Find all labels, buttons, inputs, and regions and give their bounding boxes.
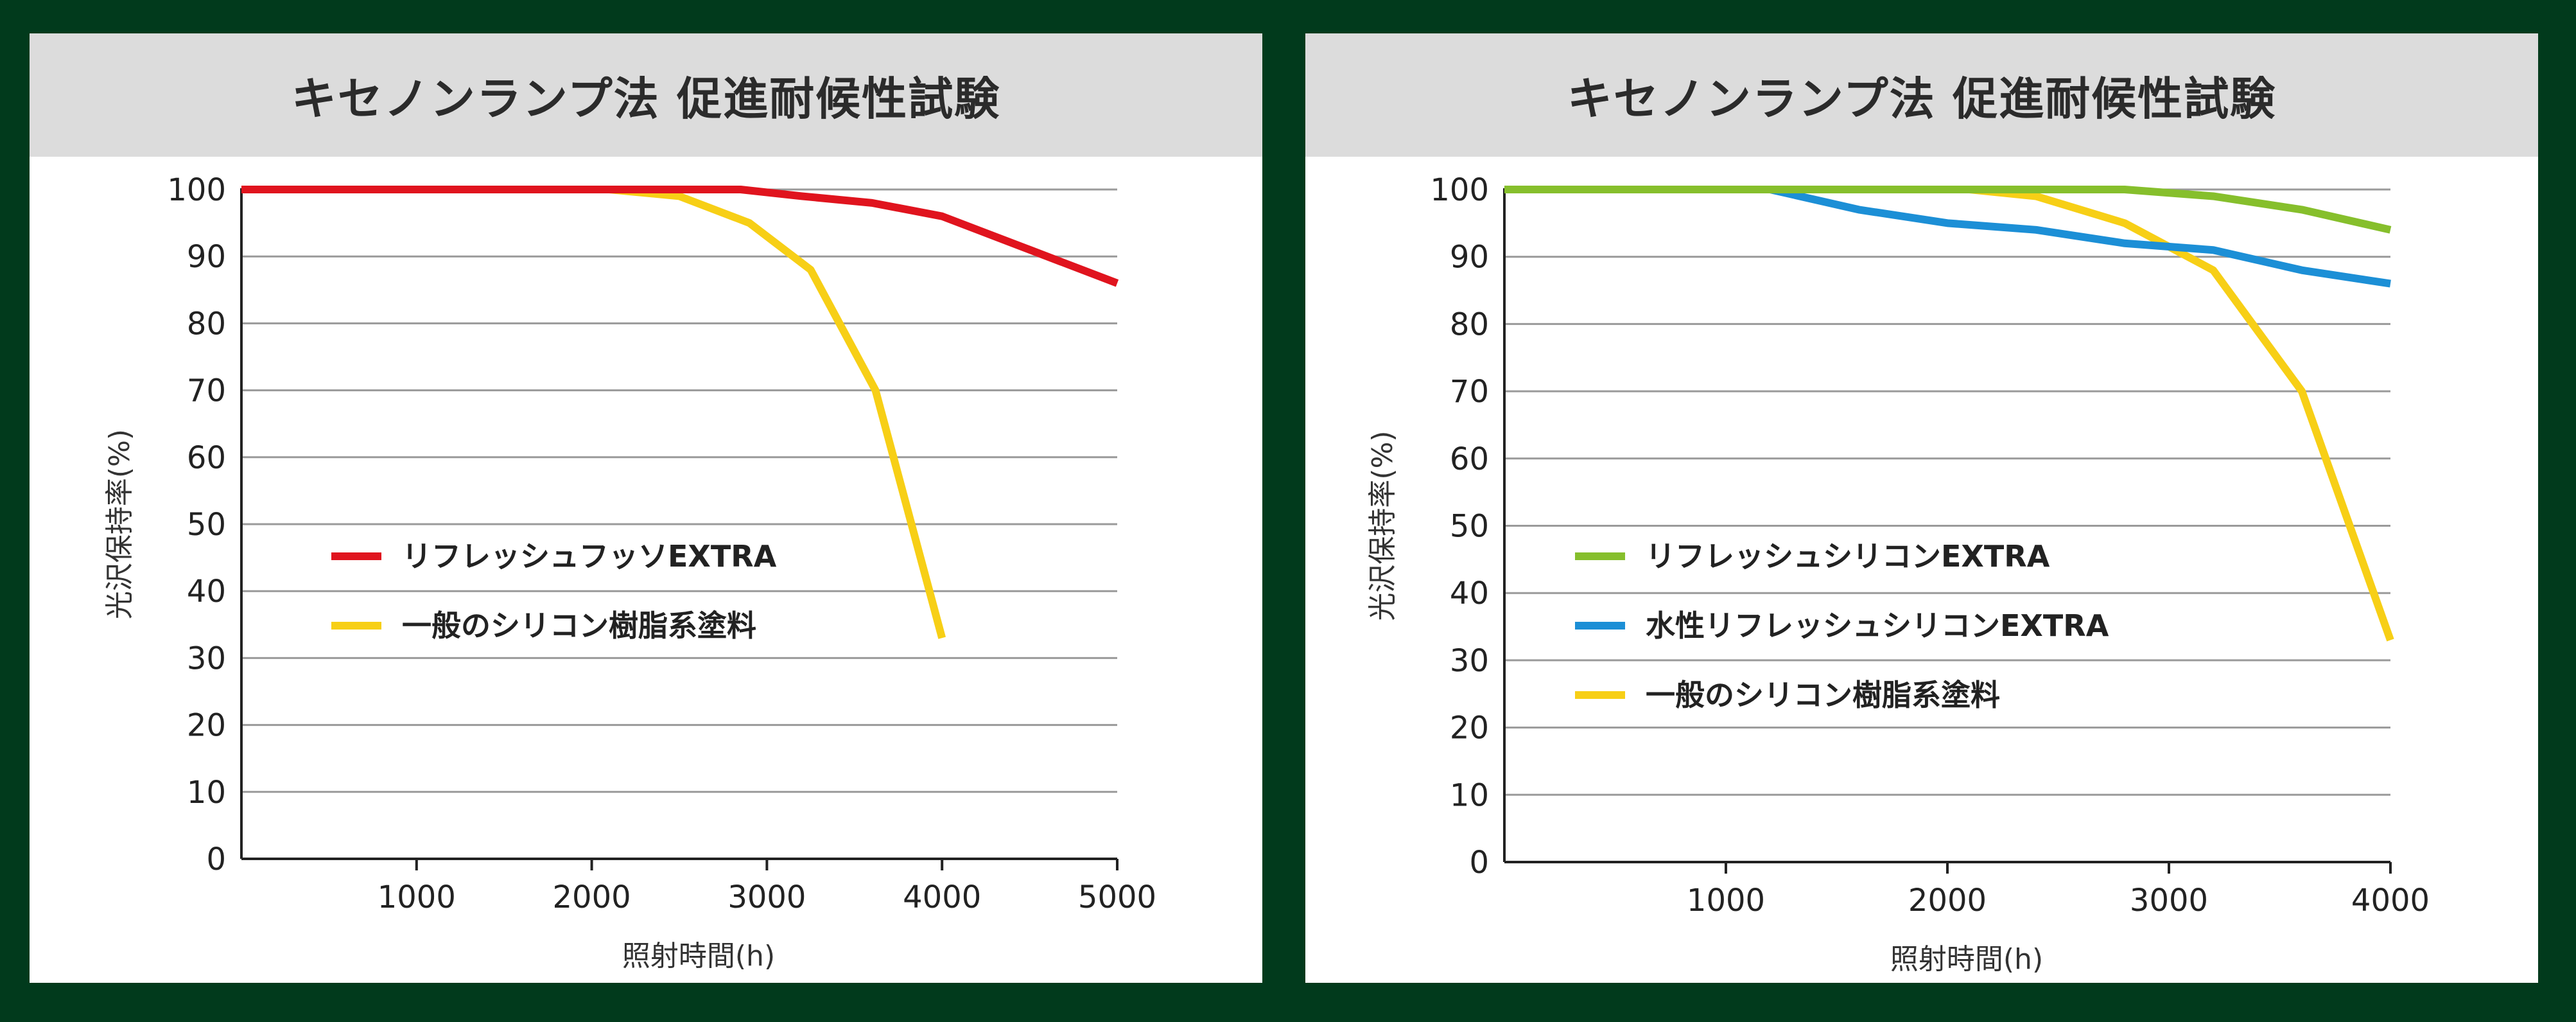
x-tick-label: 1000 — [1687, 883, 1765, 919]
x-tick-label: 2000 — [553, 879, 631, 915]
chart-panel-right: キセノンランプ法 促進耐候性試験 0 10 20 30 40 50 60 70 80 90 100 1… — [1305, 33, 2538, 983]
x-tick-label: 4000 — [2351, 883, 2430, 919]
line-chart-right: 0 10 20 30 40 50 60 70 80 90 100 1000 2000 3000 4000 照射… — [1366, 172, 2430, 976]
legend-label: リフレッシュシリコンEXTRA — [1646, 539, 2050, 574]
y-tick-label: 70 — [1450, 374, 1489, 410]
y-axis-label: 光沢保持率(%) — [1366, 430, 1399, 621]
y-tick-label: 100 — [1430, 172, 1489, 208]
y-tick-label: 60 — [1450, 441, 1489, 477]
y-tick-label: 0 — [206, 841, 226, 877]
y-tick-label: 60 — [187, 440, 226, 476]
x-tick-label: 3000 — [727, 879, 806, 915]
y-tick-label: 20 — [187, 708, 226, 744]
x-tick-label: 4000 — [903, 879, 981, 915]
x-tick-label: 3000 — [2130, 883, 2208, 919]
y-tick-label: 90 — [1450, 240, 1489, 276]
y-tick-label: 70 — [187, 373, 226, 409]
y-tick-label: 80 — [1450, 306, 1489, 342]
y-tick-label: 0 — [1469, 845, 1489, 881]
y-tick-label: 30 — [187, 640, 226, 676]
x-axis-label: 照射時間(h) — [622, 940, 775, 973]
y-tick-label: 80 — [187, 306, 226, 342]
chart-title: キセノンランプ法 促進耐候性試験 — [1305, 33, 2538, 157]
x-axis-label: 照射時間(h) — [1890, 943, 2043, 976]
chart-title: キセノンランプ法 促進耐候性試験 — [30, 33, 1262, 157]
series-line — [1504, 186, 2391, 288]
series-line — [241, 186, 1119, 287]
y-tick-label: 10 — [1450, 777, 1489, 813]
y-tick-label: 20 — [1450, 710, 1489, 746]
legend-label: 水性リフレッシュシリコンEXTRA — [1646, 608, 2109, 643]
y-tick-label: 90 — [187, 239, 226, 275]
y-tick-label: 40 — [1450, 576, 1489, 612]
y-tick-label: 40 — [187, 574, 226, 610]
legend-label: リフレッシュフッソEXTRA — [402, 539, 777, 574]
legend-label: 一般のシリコン樹脂系塗料 — [402, 608, 756, 643]
x-tick-label: 1000 — [378, 879, 456, 915]
y-tick-label: 10 — [187, 775, 226, 811]
x-tick-label: 5000 — [1078, 879, 1156, 915]
y-tick-label: 50 — [187, 507, 226, 543]
legend-label: 一般のシリコン樹脂系塗料 — [1646, 678, 2000, 712]
y-tick-label: 100 — [167, 172, 226, 208]
series-line — [1504, 186, 2392, 234]
y-tick-label: 30 — [1450, 643, 1489, 679]
line-chart-left: 0 10 20 30 40 50 60 70 80 90 100 1000 2000 3000 4000 50… — [103, 172, 1156, 973]
chart-panel-left: キセノンランプ法 促進耐候性試験 0 10 20 30 40 50 60 70 80 90 100 1… — [30, 33, 1262, 983]
y-axis-label: 光沢保持率(%) — [103, 429, 136, 619]
y-tick-label: 50 — [1450, 509, 1489, 545]
x-tick-label: 2000 — [1908, 883, 1987, 919]
